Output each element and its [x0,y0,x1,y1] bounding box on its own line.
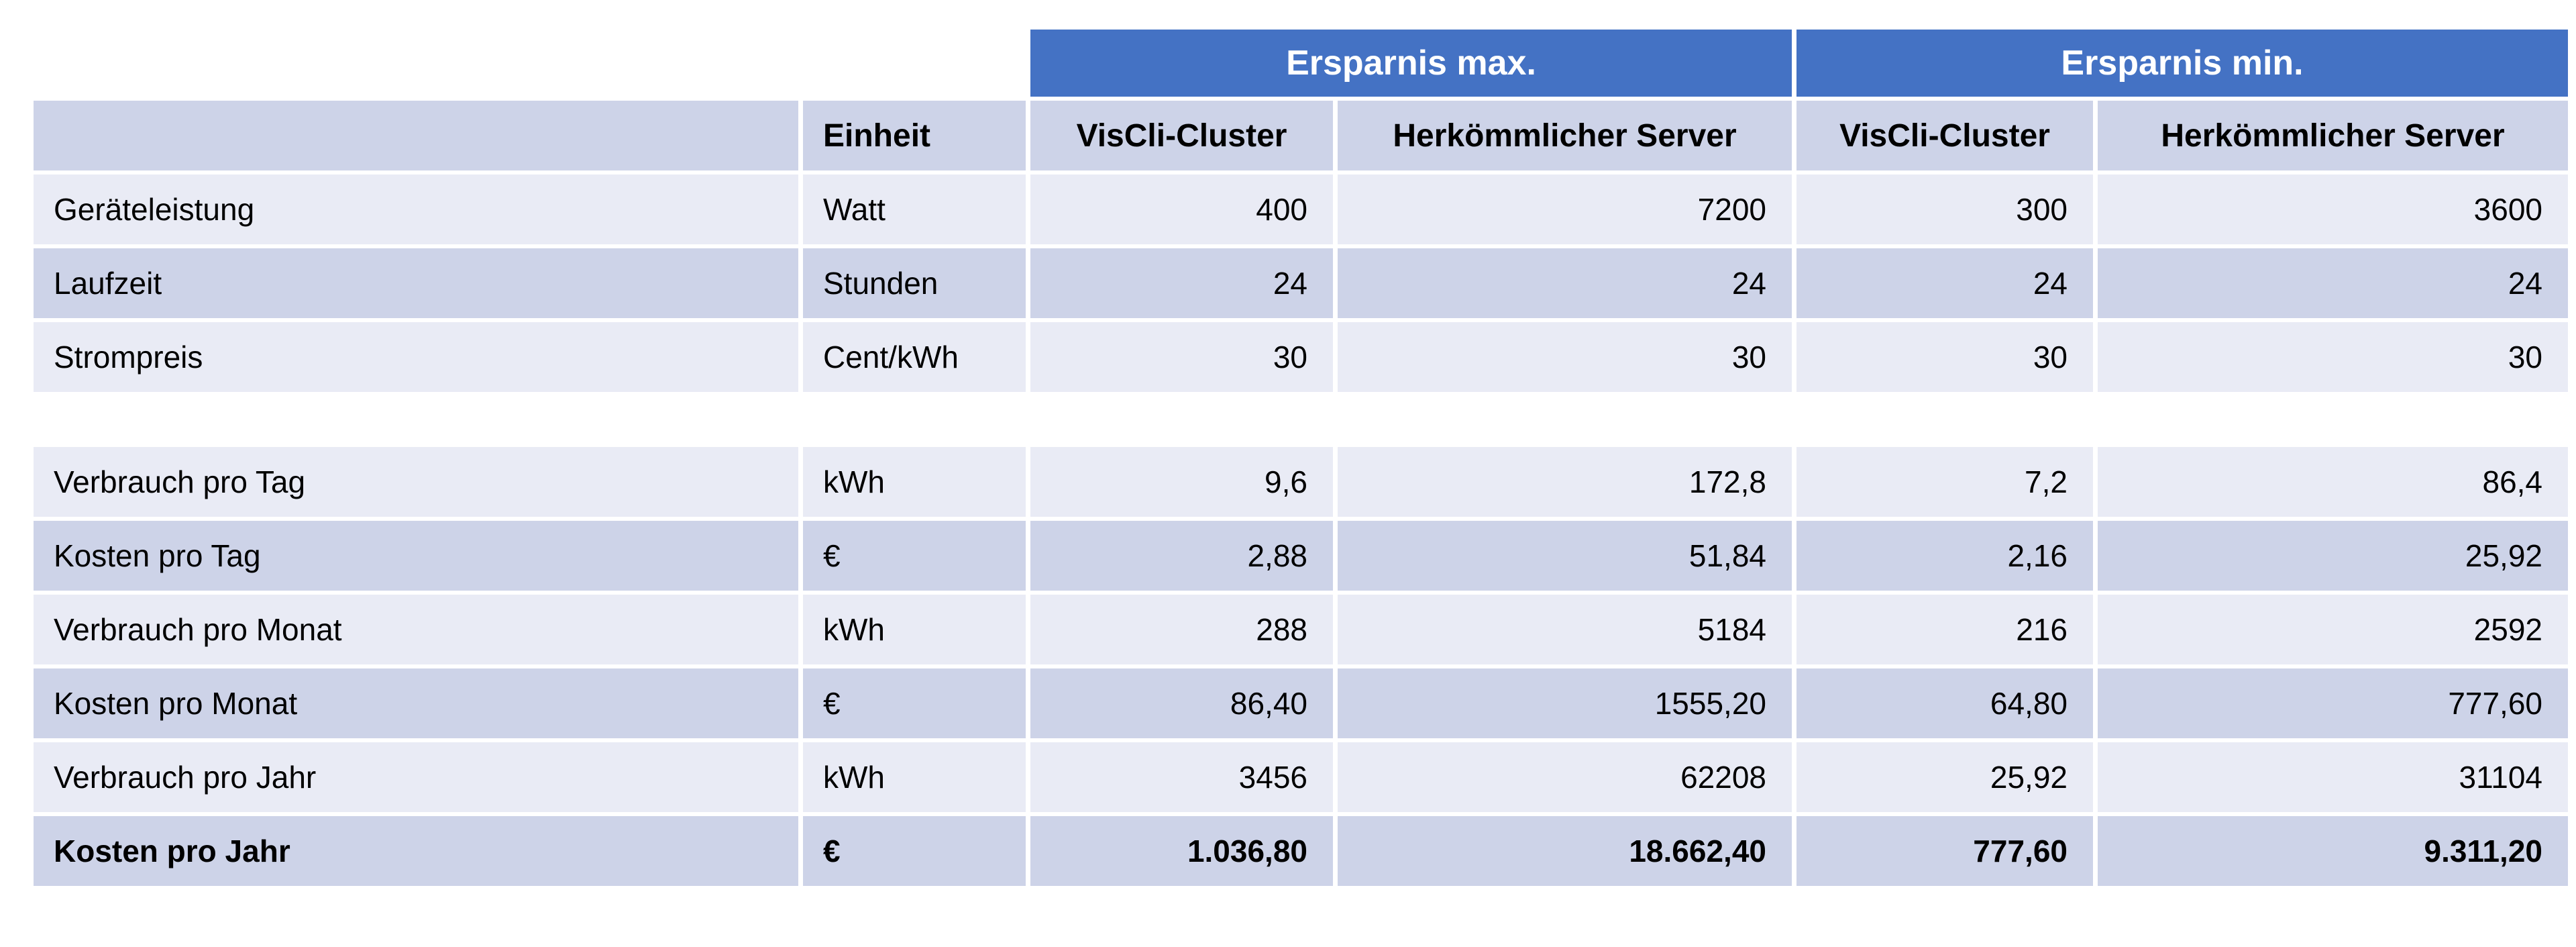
value-cell: 3600 [2098,175,2569,244]
value-cell: 51,84 [1338,521,1792,591]
unit-cell: kWh [803,742,1026,812]
value-cell: 24 [2098,248,2569,318]
cost-comparison-table: Ersparnis max. Ersparnis min. Einheit Vi… [29,26,2573,890]
unit-cell: € [803,816,1026,886]
table-row: Kosten pro Tag €2,88 51,84 2,16 25,92 [34,521,2569,591]
value-cell: 1.036,80 [1030,816,1333,886]
value-cell: 3456 [1030,742,1333,812]
value-cell: 86,40 [1030,668,1333,738]
value-cell: 2,88 [1030,521,1333,591]
value-cell: 1555,20 [1338,668,1792,738]
row-label-cell: Kosten pro Jahr [34,816,798,886]
value-cell: 9,6 [1030,447,1333,517]
value-cell: 62208 [1338,742,1792,812]
spacer-cell [1338,396,1792,443]
row-label-cell: Laufzeit [34,248,798,318]
spacer-cell [1030,396,1333,443]
column-header-viscli-cluster-min: VisCli-Cluster [1796,101,2093,170]
spacer-cell [1796,396,2093,443]
unit-cell: Cent/kWh [803,322,1026,392]
row-label-cell: Geräteleistung [34,175,798,244]
table-row: Verbrauch pro Jahr kWh 3456 62208 25,92 31104 [34,742,2569,812]
column-header-einheit: Einheit [803,101,1026,170]
row-label-cell: Verbrauch pro Tag [34,447,798,517]
value-cell: 24 [1338,248,1792,318]
value-cell: 31104 [2098,742,2569,812]
column-header-viscli-cluster-max: VisCli-Cluster [1030,101,1333,170]
unit-cell: Stunden [803,248,1026,318]
value-cell: 30 [1796,322,2093,392]
table-row: Verbrauch pro Monat kWh 288 5184 216 2592 [34,595,2569,664]
value-cell: 400 [1030,175,1333,244]
column-header-row: Einheit VisCli-Cluster Herkömmlicher Ser… [34,101,2569,170]
unit-cell: Watt [803,175,1026,244]
group-header-spacer [34,30,1026,97]
column-header-empty [34,101,798,170]
value-cell: 300 [1796,175,2093,244]
value-cell: 288 [1030,595,1333,664]
value-cell: 30 [1338,322,1792,392]
value-cell: 86,4 [2098,447,2569,517]
unit-cell: kWh [803,595,1026,664]
table-row: Geräteleistung Watt 400 7200 300 3600 [34,175,2569,244]
value-cell: 777,60 [2098,668,2569,738]
unit-cell: € [803,668,1026,738]
column-header-herkoemmlicher-server-max: Herkömmlicher Server [1338,101,1792,170]
table-row: Strompreis Cent/kWh 30 30 30 30 [34,322,2569,392]
value-cell: 2,16 [1796,521,2093,591]
table-row: Kosten pro Monat €86,40 1555,20 64,80 777,60 [34,668,2569,738]
table-row: Laufzeit Stunden 24 24 24 24 [34,248,2569,318]
group-header-ersparnis-max: Ersparnis max. [1030,30,1792,97]
value-cell: 777,60 [1796,816,2093,886]
group-header-row: Ersparnis max. Ersparnis min. [34,30,2569,97]
unit-cell: € [803,521,1026,591]
table-body: Geräteleistung Watt 400 7200 300 3600 Laufzeit… [34,175,2569,886]
unit-cell: kWh [803,447,1026,517]
value-cell: 24 [1030,248,1333,318]
spacer-cell [34,396,798,443]
row-label-cell: Kosten pro Tag [34,521,798,591]
group-header-ersparnis-min: Ersparnis min. [1796,30,2569,97]
row-label-cell: Kosten pro Monat [34,668,798,738]
row-label-cell: Strompreis [34,322,798,392]
value-cell: 30 [2098,322,2569,392]
value-cell: 25,92 [2098,521,2569,591]
value-cell: 172,8 [1338,447,1792,517]
spacer-cell [2098,396,2568,443]
value-cell: 5184 [1338,595,1792,664]
row-label-cell: Verbrauch pro Monat [34,595,798,664]
value-cell: 30 [1030,322,1333,392]
value-cell: 2592 [2098,595,2569,664]
value-cell: 64,80 [1796,668,2093,738]
value-cell: 18.662,40 [1338,816,1792,886]
table-row: Verbrauch pro Tag kWh 9,6 172,8 7,2 86,4 [34,447,2569,517]
value-cell: 9.311,20 [2098,816,2569,886]
value-cell: 216 [1796,595,2093,664]
spacer-cell [803,396,1026,443]
value-cell: 7,2 [1796,447,2093,517]
table-row: Kosten pro Jahr €1.036,80 18.662,40 777,60 9… [34,816,2569,886]
value-cell: 7200 [1338,175,1792,244]
row-label-cell: Verbrauch pro Jahr [34,742,798,812]
section-spacer-row [34,396,2568,443]
value-cell: 25,92 [1796,742,2093,812]
value-cell: 24 [1796,248,2093,318]
column-header-herkoemmlicher-server-min: Herkömmlicher Server [2098,101,2569,170]
